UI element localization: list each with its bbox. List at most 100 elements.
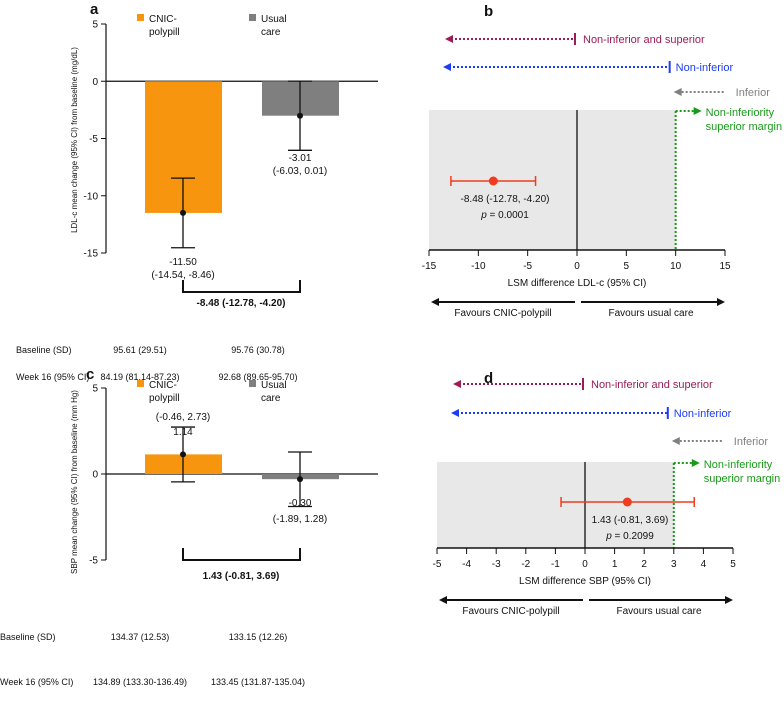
superior-label: Non-inferior and superior [583, 34, 705, 46]
y-tick-label: -5 [89, 556, 98, 567]
x-tick-label: 15 [719, 261, 731, 272]
mean-point [180, 209, 186, 216]
mean-point [180, 451, 186, 458]
table-cell: 134.37 (12.53) [111, 632, 170, 642]
margin-arrow-icon [691, 459, 700, 467]
x-tick-label: 0 [574, 261, 580, 272]
table-row-label: Week 16 (95% CI) [0, 677, 73, 687]
ci-label: (-1.89, 1.28) [273, 514, 327, 525]
y-axis-label: LDL-c mean change (95% CI) from baseline… [70, 47, 79, 233]
legend-label: CNIC- [149, 14, 177, 25]
x-tick-label: 1 [612, 559, 618, 570]
inferior-label: Inferior [736, 87, 771, 99]
margin-arrow-icon [693, 107, 702, 115]
legend-label: polypill [149, 393, 180, 404]
x-tick-label: 2 [641, 559, 647, 570]
panel-label: a [90, 1, 99, 18]
favours-cnic-label: Favours CNIC-polypill [462, 606, 559, 617]
favours-cnic-label: Favours CNIC-polypill [454, 308, 551, 319]
difference-bracket [182, 280, 301, 293]
value-label: -11.50 [169, 257, 197, 268]
difference-bracket [182, 548, 301, 561]
ci-label: (-0.46, 2.73) [156, 412, 210, 423]
table-cell: 134.89 (133.30-136.49) [93, 677, 187, 687]
y-tick-label: 0 [92, 77, 98, 88]
x-tick-label: -3 [492, 559, 501, 570]
y-axis-label: SBP mean change (95% CI) from baseline (… [70, 390, 79, 574]
x-tick-label: -1 [551, 559, 560, 570]
x-tick-label: 10 [670, 261, 682, 272]
margin-label: Non-inferiority [706, 107, 775, 119]
legend-label: Usual [261, 380, 287, 391]
x-tick-label: 4 [701, 559, 707, 570]
noninferior-label: Non-inferior [674, 408, 732, 420]
y-tick-label: 5 [92, 384, 98, 395]
estimate-point [622, 497, 632, 507]
panel-label: c [86, 366, 94, 383]
x-tick-label: 5 [730, 559, 736, 570]
x-tick-label: -2 [521, 559, 530, 570]
table-row-label: Baseline (SD) [0, 632, 56, 642]
x-tick-label: 5 [624, 261, 630, 272]
legend-label: Usual [261, 14, 287, 25]
x-tick-label: -5 [523, 261, 532, 272]
arrow-left-icon [439, 596, 447, 604]
value-label: -3.01 [289, 153, 312, 164]
table-cell: 95.61 (29.51) [113, 345, 167, 355]
arrow-left-icon [671, 437, 680, 445]
difference-label: 1.43 (-0.81, 3.69) [203, 571, 280, 582]
margin-label: superior margin [706, 121, 782, 133]
legend-label: care [261, 393, 281, 404]
table-cell: 84.19 (81.14-87.23) [100, 372, 179, 382]
x-tick-label: -10 [471, 261, 486, 272]
legend-label: polypill [149, 27, 180, 38]
panel-label: d [484, 370, 493, 387]
inferior-label: Inferior [734, 436, 769, 448]
mean-point [297, 476, 303, 483]
p-value-label: p = 0.2099 [605, 531, 654, 542]
y-tick-label: -10 [84, 191, 99, 202]
x-tick-label: -5 [433, 559, 442, 570]
legend-label: care [261, 27, 281, 38]
margin-label: Non-inferiority [704, 459, 773, 471]
shaded-region [437, 462, 674, 548]
x-axis-label: LSM difference LDL-c (95% CI) [508, 278, 647, 289]
p-value-label: p = 0.0001 [480, 210, 529, 221]
noninferior-label: Non-inferior [676, 62, 734, 74]
value-label: 1.14 [173, 427, 193, 438]
arrow-right-icon [717, 298, 725, 306]
favours-usual-label: Favours usual care [616, 606, 701, 617]
arrow-left-icon [673, 88, 682, 96]
estimate-point [488, 176, 498, 186]
x-tick-label: -15 [422, 261, 437, 272]
arrow-left-icon [431, 298, 439, 306]
arrow-left-icon [443, 63, 451, 71]
favours-usual-label: Favours usual care [608, 308, 693, 319]
estimate-label: 1.43 (-0.81, 3.69) [592, 515, 669, 526]
table-cell: 133.15 (12.26) [229, 632, 288, 642]
legend-swatch [249, 14, 256, 21]
arrow-left-icon [453, 380, 461, 388]
legend-swatch [137, 14, 144, 21]
arrow-left-icon [445, 35, 453, 43]
x-tick-label: 0 [582, 559, 588, 570]
value-label: -0.30 [289, 498, 312, 509]
table-cell: 92.68 (89.65-95.70) [218, 372, 297, 382]
y-tick-label: 5 [92, 20, 98, 31]
estimate-label: -8.48 (-12.78, -4.20) [461, 194, 550, 205]
ci-label: (-14.54, -8.46) [151, 270, 214, 281]
superior-label: Non-inferior and superior [591, 379, 713, 391]
legend-swatch [137, 380, 144, 387]
arrow-right-icon [725, 596, 733, 604]
arrow-left-icon [451, 409, 459, 417]
table-row-label: Baseline (SD) [16, 345, 72, 355]
table-cell: 95.76 (30.78) [231, 345, 285, 355]
mean-point [297, 112, 303, 119]
x-tick-label: -4 [462, 559, 471, 570]
ci-label: (-6.03, 0.01) [273, 166, 327, 177]
panel-label: b [484, 3, 493, 20]
margin-label: superior margin [704, 473, 780, 485]
shaded-region [429, 110, 676, 250]
difference-label: -8.48 (-12.78, -4.20) [197, 298, 286, 309]
